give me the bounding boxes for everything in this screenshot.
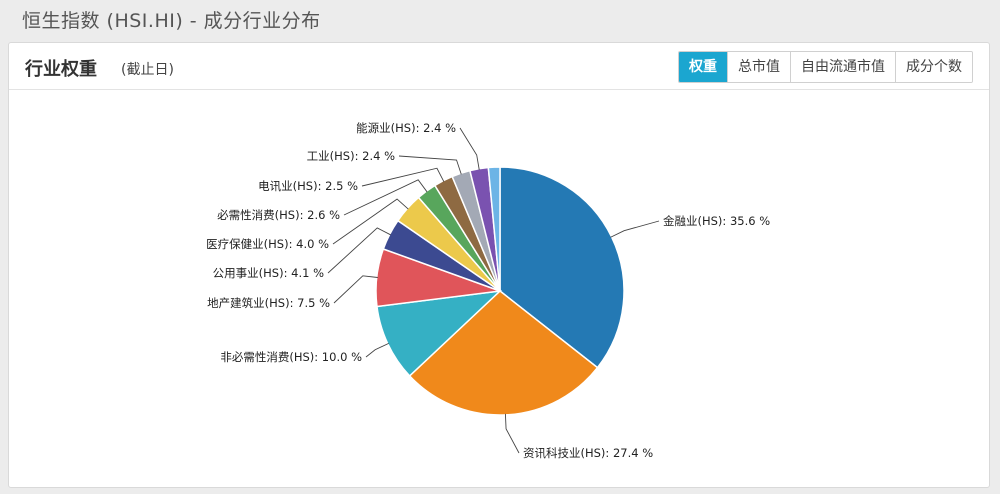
panel-header: 行业权重 (截止日) 权重 总市值 自由流通市值 成分个数: [9, 43, 989, 90]
slice-label-1: 金融业(HS): 35.6 %: [663, 214, 770, 228]
tab-constituent-count[interactable]: 成分个数: [895, 52, 972, 82]
panel-subtitle: (截止日): [121, 62, 174, 78]
tab-free-float-market-cap[interactable]: 自由流通市值: [790, 52, 895, 82]
page-title: 恒生指数 (HSI.HI) - 成分行业分布: [22, 10, 321, 32]
leader-line-10: [459, 127, 480, 170]
slice-label-10: 能源业(HS): 2.4 %: [356, 121, 456, 135]
slice-label-4: 地产建筑业(HS): 7.5 %: [207, 296, 330, 310]
pie-slice-11[interactable]: [487, 166, 501, 292]
tab-weight[interactable]: 权重: [679, 52, 727, 82]
leader-line-5: [327, 227, 391, 274]
slice-label-3: 非必需性消费(HS): 10.0 %: [220, 350, 362, 364]
panel-title: 行业权重: [25, 59, 97, 80]
slice-label-5: 公用事业(HS): 4.1 %: [213, 266, 324, 280]
leader-line-4: [333, 275, 378, 304]
slice-label-6: 医疗保健业(HS): 4.0 %: [206, 237, 329, 251]
slice-label-2: 资讯科技业(HS): 27.4 %: [523, 446, 653, 460]
leader-line-9: [398, 155, 462, 175]
leader-line-1: [610, 220, 660, 238]
metric-tabs: 权重 总市值 自由流通市值 成分个数: [678, 51, 973, 83]
leader-line-6: [332, 198, 409, 245]
tab-total-market-cap[interactable]: 总市值: [727, 52, 790, 82]
slice-label-9: 工业(HS): 2.4 %: [307, 149, 395, 163]
leader-line-7: [343, 179, 428, 216]
slice-label-7: 必需性消费(HS): 2.6 %: [217, 208, 340, 222]
slice-label-8: 电讯业(HS): 2.5 %: [258, 179, 358, 193]
leader-line-2: [504, 413, 520, 454]
leader-line-8: [361, 167, 445, 187]
leader-line-3: [365, 342, 389, 358]
